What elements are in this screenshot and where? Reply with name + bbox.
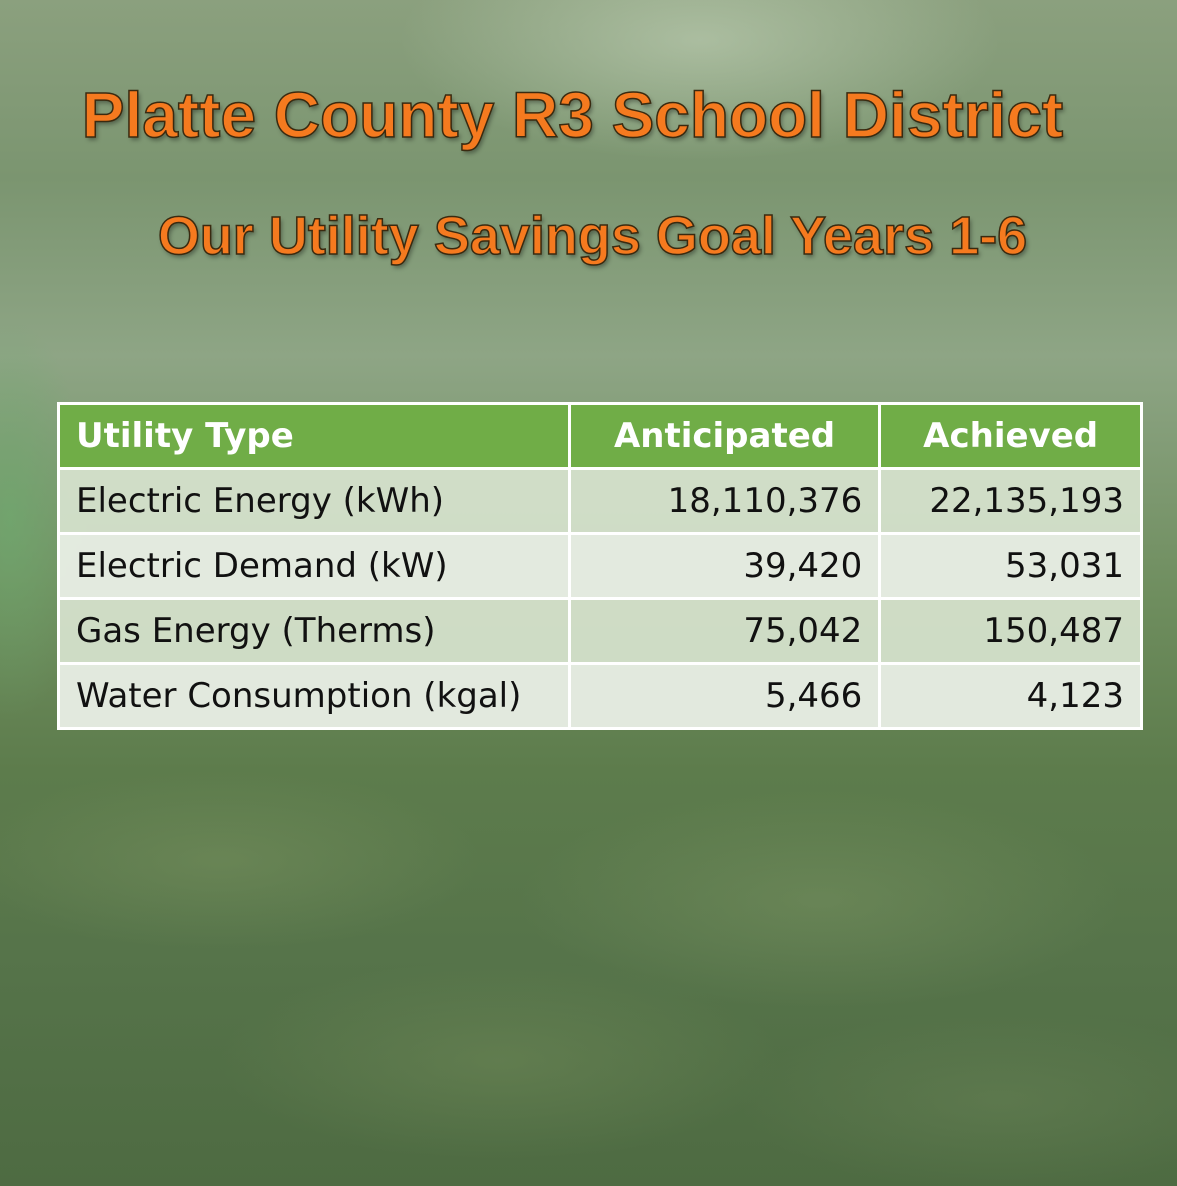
label-cell: Electric Demand (kW) (59, 534, 570, 599)
value-cell: 150,487 (880, 599, 1142, 664)
value-cell: 18,110,376 (569, 469, 880, 534)
value-cell: 5,466 (569, 664, 880, 729)
label-cell: Water Consumption (kgal) (59, 664, 570, 729)
slide: Platte County R3 School District Our Uti… (0, 0, 1177, 1186)
column-header: Anticipated (569, 404, 880, 469)
column-header: Utility Type (59, 404, 570, 469)
label-cell: Electric Energy (kWh) (59, 469, 570, 534)
subtitle: Our Utility Savings Goal Years 1-6 (20, 205, 1165, 267)
value-cell: 4,123 (880, 664, 1142, 729)
column-header: Achieved (880, 404, 1142, 469)
title: Platte County R3 School District (0, 78, 1145, 152)
value-cell: 53,031 (880, 534, 1142, 599)
value-cell: 75,042 (569, 599, 880, 664)
label-cell: Gas Energy (Therms) (59, 599, 570, 664)
value-cell: 22,135,193 (880, 469, 1142, 534)
value-cell: 39,420 (569, 534, 880, 599)
